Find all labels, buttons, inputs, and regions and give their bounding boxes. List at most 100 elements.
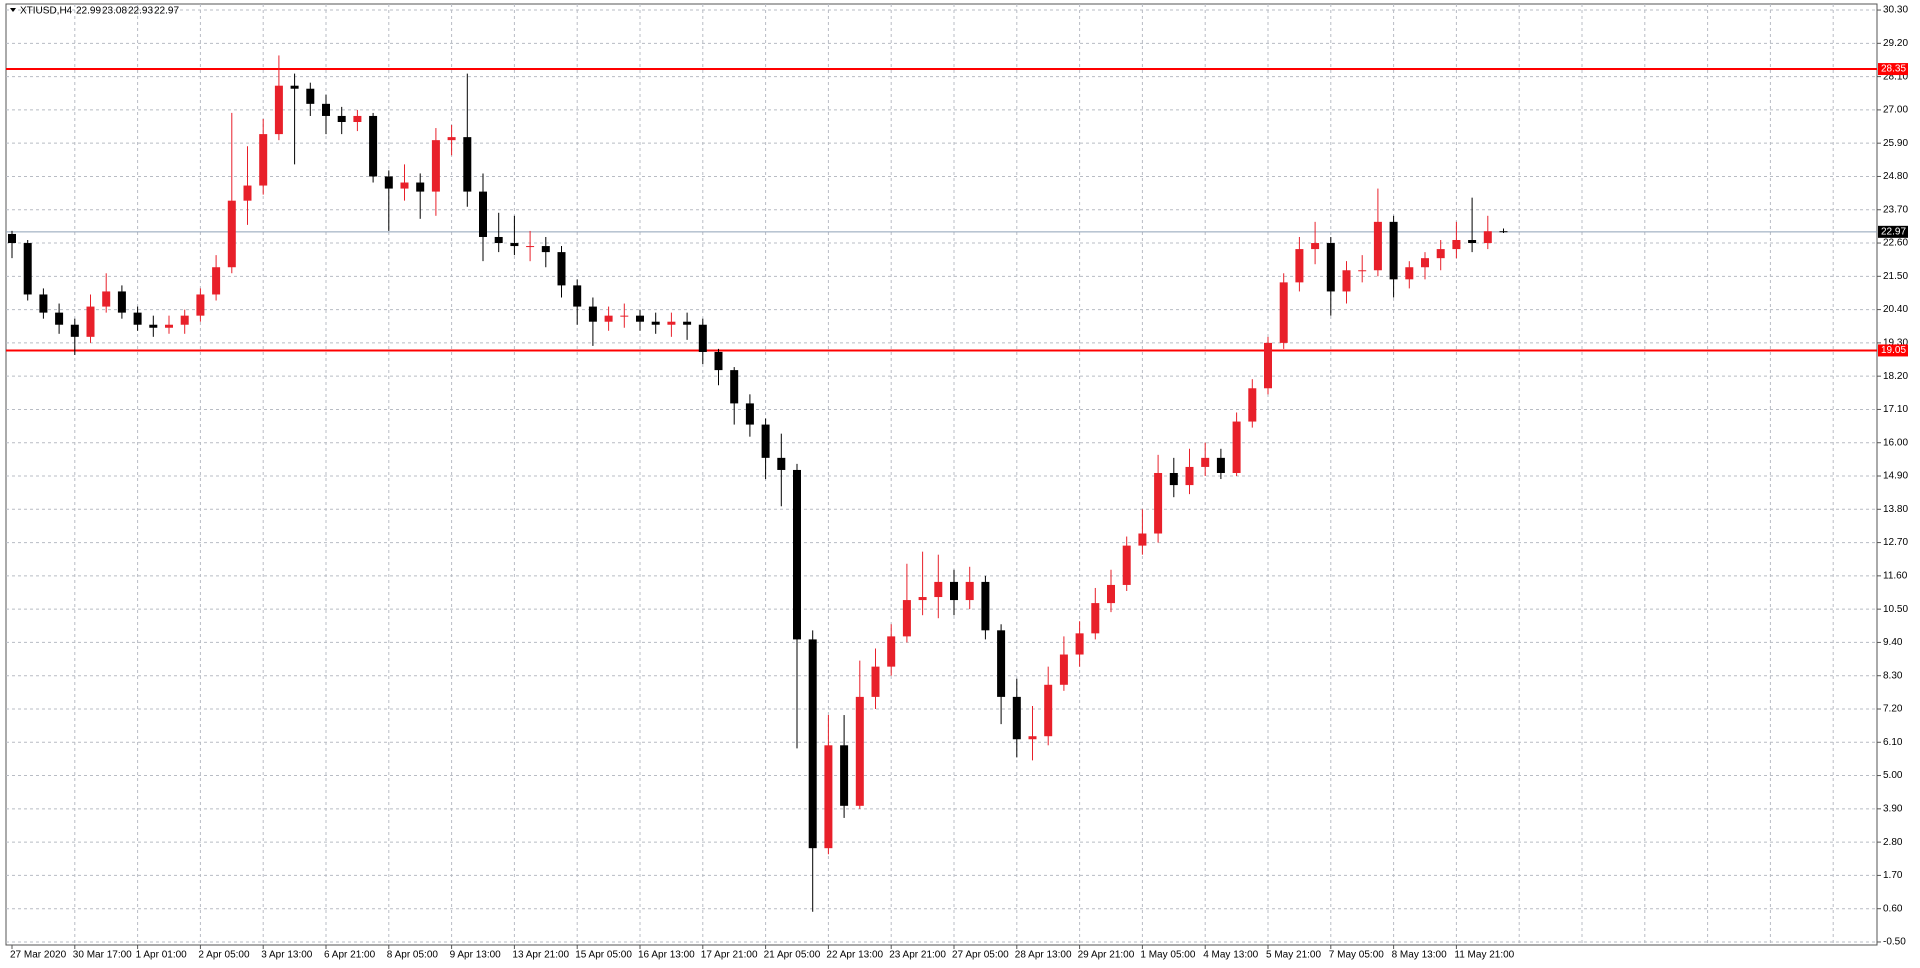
x-tick-label: 11 May 21:00 <box>1454 950 1514 961</box>
candle-body <box>494 236 503 244</box>
candle-body <box>1264 342 1272 389</box>
y-tick-label: 16.00 <box>1883 437 1908 448</box>
candle-body <box>337 115 346 123</box>
candle-body <box>745 403 754 425</box>
candle-body <box>887 636 896 667</box>
y-tick-label: 28.10 <box>1883 71 1908 82</box>
y-tick-label: 30.30 <box>1883 5 1908 16</box>
y-tick-label: 2.80 <box>1883 837 1903 848</box>
price-label-box <box>1878 225 1908 238</box>
level-label: 28.35 <box>1881 64 1906 75</box>
candle-body <box>997 630 1006 697</box>
candle-body <box>526 246 535 248</box>
candle-body <box>431 140 440 192</box>
candle-body <box>1185 466 1194 486</box>
x-tick-label: 4 May 13:00 <box>1203 950 1258 961</box>
level-label: 19.05 <box>1881 345 1906 356</box>
candle-body <box>1342 270 1351 292</box>
x-tick-label: 6 Apr 21:00 <box>324 950 376 961</box>
candle-body <box>1405 267 1414 280</box>
y-tick-label: 13.80 <box>1883 504 1908 515</box>
candle-body <box>1107 584 1115 604</box>
candle-body <box>1326 243 1335 292</box>
candle-body <box>1358 270 1367 272</box>
x-tick-label: 1 Apr 01:00 <box>136 950 188 961</box>
candle-body <box>463 137 472 192</box>
y-tick-label: 5.00 <box>1883 770 1903 781</box>
candle-body <box>1075 633 1084 655</box>
candle-body <box>102 291 111 307</box>
y-tick-label: 9.40 <box>1883 637 1903 648</box>
candle-body <box>651 321 660 325</box>
header-high: 23.08 <box>102 6 127 17</box>
candle-body <box>1483 231 1492 244</box>
candle-body <box>683 321 692 325</box>
candle-body <box>86 306 95 337</box>
candle-body <box>117 291 126 313</box>
candle-body <box>698 324 707 352</box>
x-tick-label: 27 Mar 2020 <box>10 950 67 961</box>
candle-body <box>1499 231 1508 233</box>
candle-body <box>39 294 48 313</box>
y-tick-label: 19.30 <box>1883 338 1908 349</box>
candle-body <box>479 191 487 237</box>
candle-body <box>384 176 393 189</box>
candle-body <box>1012 696 1021 740</box>
x-tick-label: 1 May 05:00 <box>1140 950 1195 961</box>
candle-body <box>573 285 582 307</box>
y-tick-label: 6.10 <box>1883 737 1903 748</box>
candle-body <box>165 324 173 328</box>
y-tick-label: 20.40 <box>1883 304 1908 315</box>
x-tick-label: 27 Apr 05:00 <box>952 950 1009 961</box>
candle-body <box>1248 388 1257 422</box>
y-tick-label: -0.50 <box>1883 937 1906 948</box>
candle-body <box>447 137 456 141</box>
candle-body <box>1389 221 1398 280</box>
y-tick-label: 29.20 <box>1883 38 1908 49</box>
candle-body <box>541 246 550 253</box>
y-tick-label: 12.70 <box>1883 537 1908 548</box>
candle-body <box>761 424 770 458</box>
candle-body <box>1122 545 1131 585</box>
y-tick-label: 0.60 <box>1883 903 1903 914</box>
candle-body <box>636 315 644 322</box>
candle-body <box>353 115 362 123</box>
candle-body <box>1373 221 1382 271</box>
candle-body <box>274 85 283 135</box>
level-label-box <box>1878 344 1908 357</box>
candle-body <box>871 666 880 697</box>
y-tick-label: 3.90 <box>1883 803 1903 814</box>
candle-body <box>133 312 142 325</box>
y-tick-label: 18.20 <box>1883 371 1908 382</box>
candle-body <box>8 233 16 244</box>
x-tick-label: 15 Apr 05:00 <box>575 950 632 961</box>
candle-body <box>23 243 32 295</box>
candle-body <box>557 252 566 286</box>
candle-body <box>149 324 158 328</box>
x-tick-label: 22 Apr 13:00 <box>826 950 883 961</box>
header-close: 22.97 <box>154 6 179 17</box>
candle-body <box>824 745 833 849</box>
candle-body <box>620 315 629 317</box>
x-tick-label: 30 Mar 17:00 <box>73 950 132 961</box>
candle-body <box>793 469 801 640</box>
y-tick-label: 7.20 <box>1883 704 1903 715</box>
x-tick-label: 2 Apr 05:00 <box>198 950 250 961</box>
x-tick-label: 13 Apr 21:00 <box>512 950 569 961</box>
candle-body <box>604 315 613 322</box>
y-tick-label: 11.60 <box>1883 571 1908 582</box>
candle-body <box>227 200 236 268</box>
x-tick-label: 9 Apr 13:00 <box>450 950 502 961</box>
axes: 30.30 29.20 28.10 27.00 25.90 24.80 23.70 22.60… <box>10 5 1908 961</box>
candle-body <box>180 315 189 325</box>
candle-body <box>667 321 676 325</box>
candle-body <box>1421 258 1429 268</box>
candle-body <box>196 294 205 316</box>
header-low: 22.93 <box>128 6 153 17</box>
chart-title: XTIUSD,H4 <box>20 6 73 17</box>
x-tick-label: 7 May 05:00 <box>1329 950 1384 961</box>
candle-body <box>1311 243 1320 250</box>
y-tick-label: 24.80 <box>1883 171 1908 182</box>
menu-arrow[interactable] <box>10 8 16 12</box>
